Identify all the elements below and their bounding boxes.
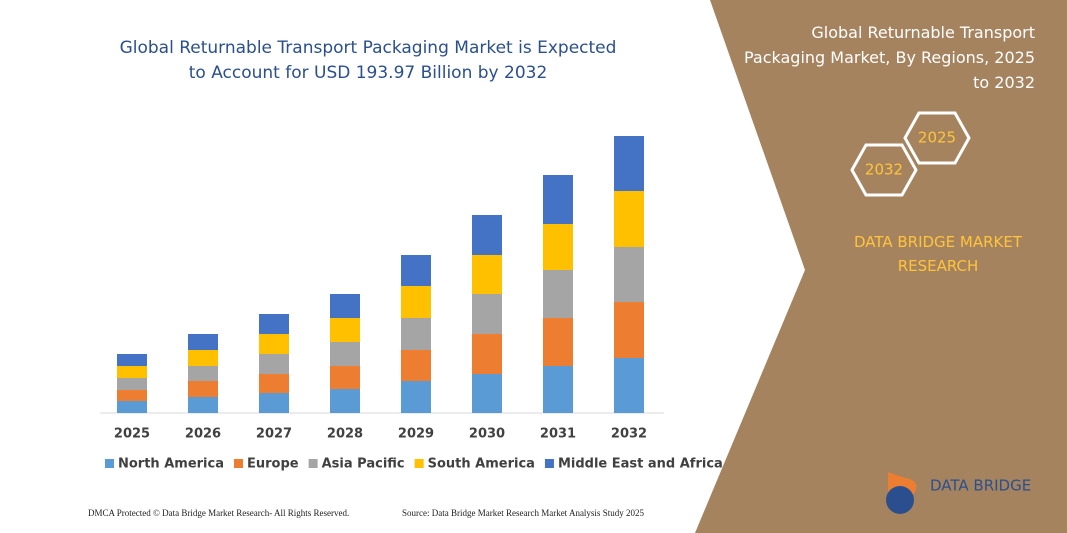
bar-segment bbox=[188, 381, 218, 397]
bar-segment bbox=[330, 318, 360, 342]
logo-icon bbox=[886, 486, 914, 514]
x-tick-label: 2025 bbox=[114, 427, 150, 442]
brand-text: DATA BRIDGE MARKET RESEARCH bbox=[853, 233, 1023, 275]
legend-swatch bbox=[308, 459, 318, 468]
legend-label: Middle East and Africa bbox=[558, 457, 723, 472]
bar-segment bbox=[472, 255, 502, 294]
bar-segment bbox=[188, 350, 218, 366]
bar-segment bbox=[614, 358, 644, 413]
x-tick-label: 2029 bbox=[398, 427, 434, 442]
bar-segment bbox=[543, 318, 573, 366]
legend-label: Europe bbox=[247, 457, 299, 472]
bar-segment bbox=[188, 334, 218, 350]
bar-segment bbox=[614, 302, 644, 358]
bar-segment bbox=[543, 366, 573, 413]
bar-segment bbox=[614, 191, 644, 247]
bar-segment bbox=[117, 378, 147, 390]
legend-label: North America bbox=[118, 457, 224, 472]
legend-label: Asia Pacific bbox=[322, 457, 405, 472]
bar-segment bbox=[472, 294, 502, 334]
bar-segment bbox=[401, 286, 431, 318]
bar-segment bbox=[259, 354, 289, 374]
x-tick-label: 2026 bbox=[185, 427, 221, 442]
bar-segment bbox=[188, 397, 218, 413]
bar-segment bbox=[472, 374, 502, 413]
legend-swatch bbox=[414, 459, 424, 468]
bar-segment bbox=[330, 342, 360, 366]
x-tick-label: 2031 bbox=[540, 427, 576, 442]
hexagon bbox=[903, 111, 971, 165]
bar-segment bbox=[117, 366, 147, 378]
bar-segment bbox=[259, 334, 289, 354]
panel-title: Global Returnable Transport Packaging Ma… bbox=[743, 23, 1035, 92]
hex-label: 2032 bbox=[865, 161, 903, 179]
bar-segment bbox=[401, 350, 431, 381]
legend-label: South America bbox=[428, 457, 535, 472]
footer-note: DMCA Protected © Data Bridge Market Rese… bbox=[88, 508, 350, 518]
x-tick-label: 2028 bbox=[327, 427, 363, 442]
chart-title: Global Returnable Transport Packaging Ma… bbox=[119, 38, 617, 83]
bar-segment bbox=[472, 334, 502, 374]
bar-segment bbox=[401, 255, 431, 286]
bar-segment bbox=[543, 224, 573, 270]
side-panel bbox=[695, 0, 1067, 533]
legend-swatch bbox=[105, 459, 114, 468]
bar-segment bbox=[330, 389, 360, 413]
hexagon bbox=[850, 143, 918, 197]
bar-segment bbox=[259, 374, 289, 393]
bar-segment bbox=[330, 294, 360, 318]
legend-swatch bbox=[234, 459, 243, 468]
bar-segment bbox=[188, 366, 218, 381]
logo-text: DATA BRIDGE bbox=[930, 477, 1031, 495]
hex-label: 2025 bbox=[918, 129, 956, 147]
bar-segment bbox=[543, 270, 573, 318]
legend-swatch bbox=[544, 459, 554, 468]
bar-segment bbox=[401, 318, 431, 350]
bar-segment bbox=[543, 175, 573, 224]
bar-segment bbox=[117, 354, 147, 366]
x-tick-label: 2027 bbox=[256, 427, 292, 442]
bar-segment bbox=[472, 215, 502, 255]
bar-segment bbox=[401, 381, 431, 413]
bar-segment bbox=[259, 314, 289, 334]
bar-segment bbox=[614, 247, 644, 302]
bar-segment bbox=[614, 136, 644, 191]
bar-segment bbox=[117, 390, 147, 401]
bar-segment bbox=[330, 366, 360, 389]
bar-segment bbox=[117, 401, 147, 413]
footer-source: Source: Data Bridge Market Research Mark… bbox=[402, 508, 644, 518]
x-tick-label: 2032 bbox=[611, 427, 647, 442]
bar-segment bbox=[259, 393, 289, 413]
x-tick-label: 2030 bbox=[469, 427, 505, 442]
